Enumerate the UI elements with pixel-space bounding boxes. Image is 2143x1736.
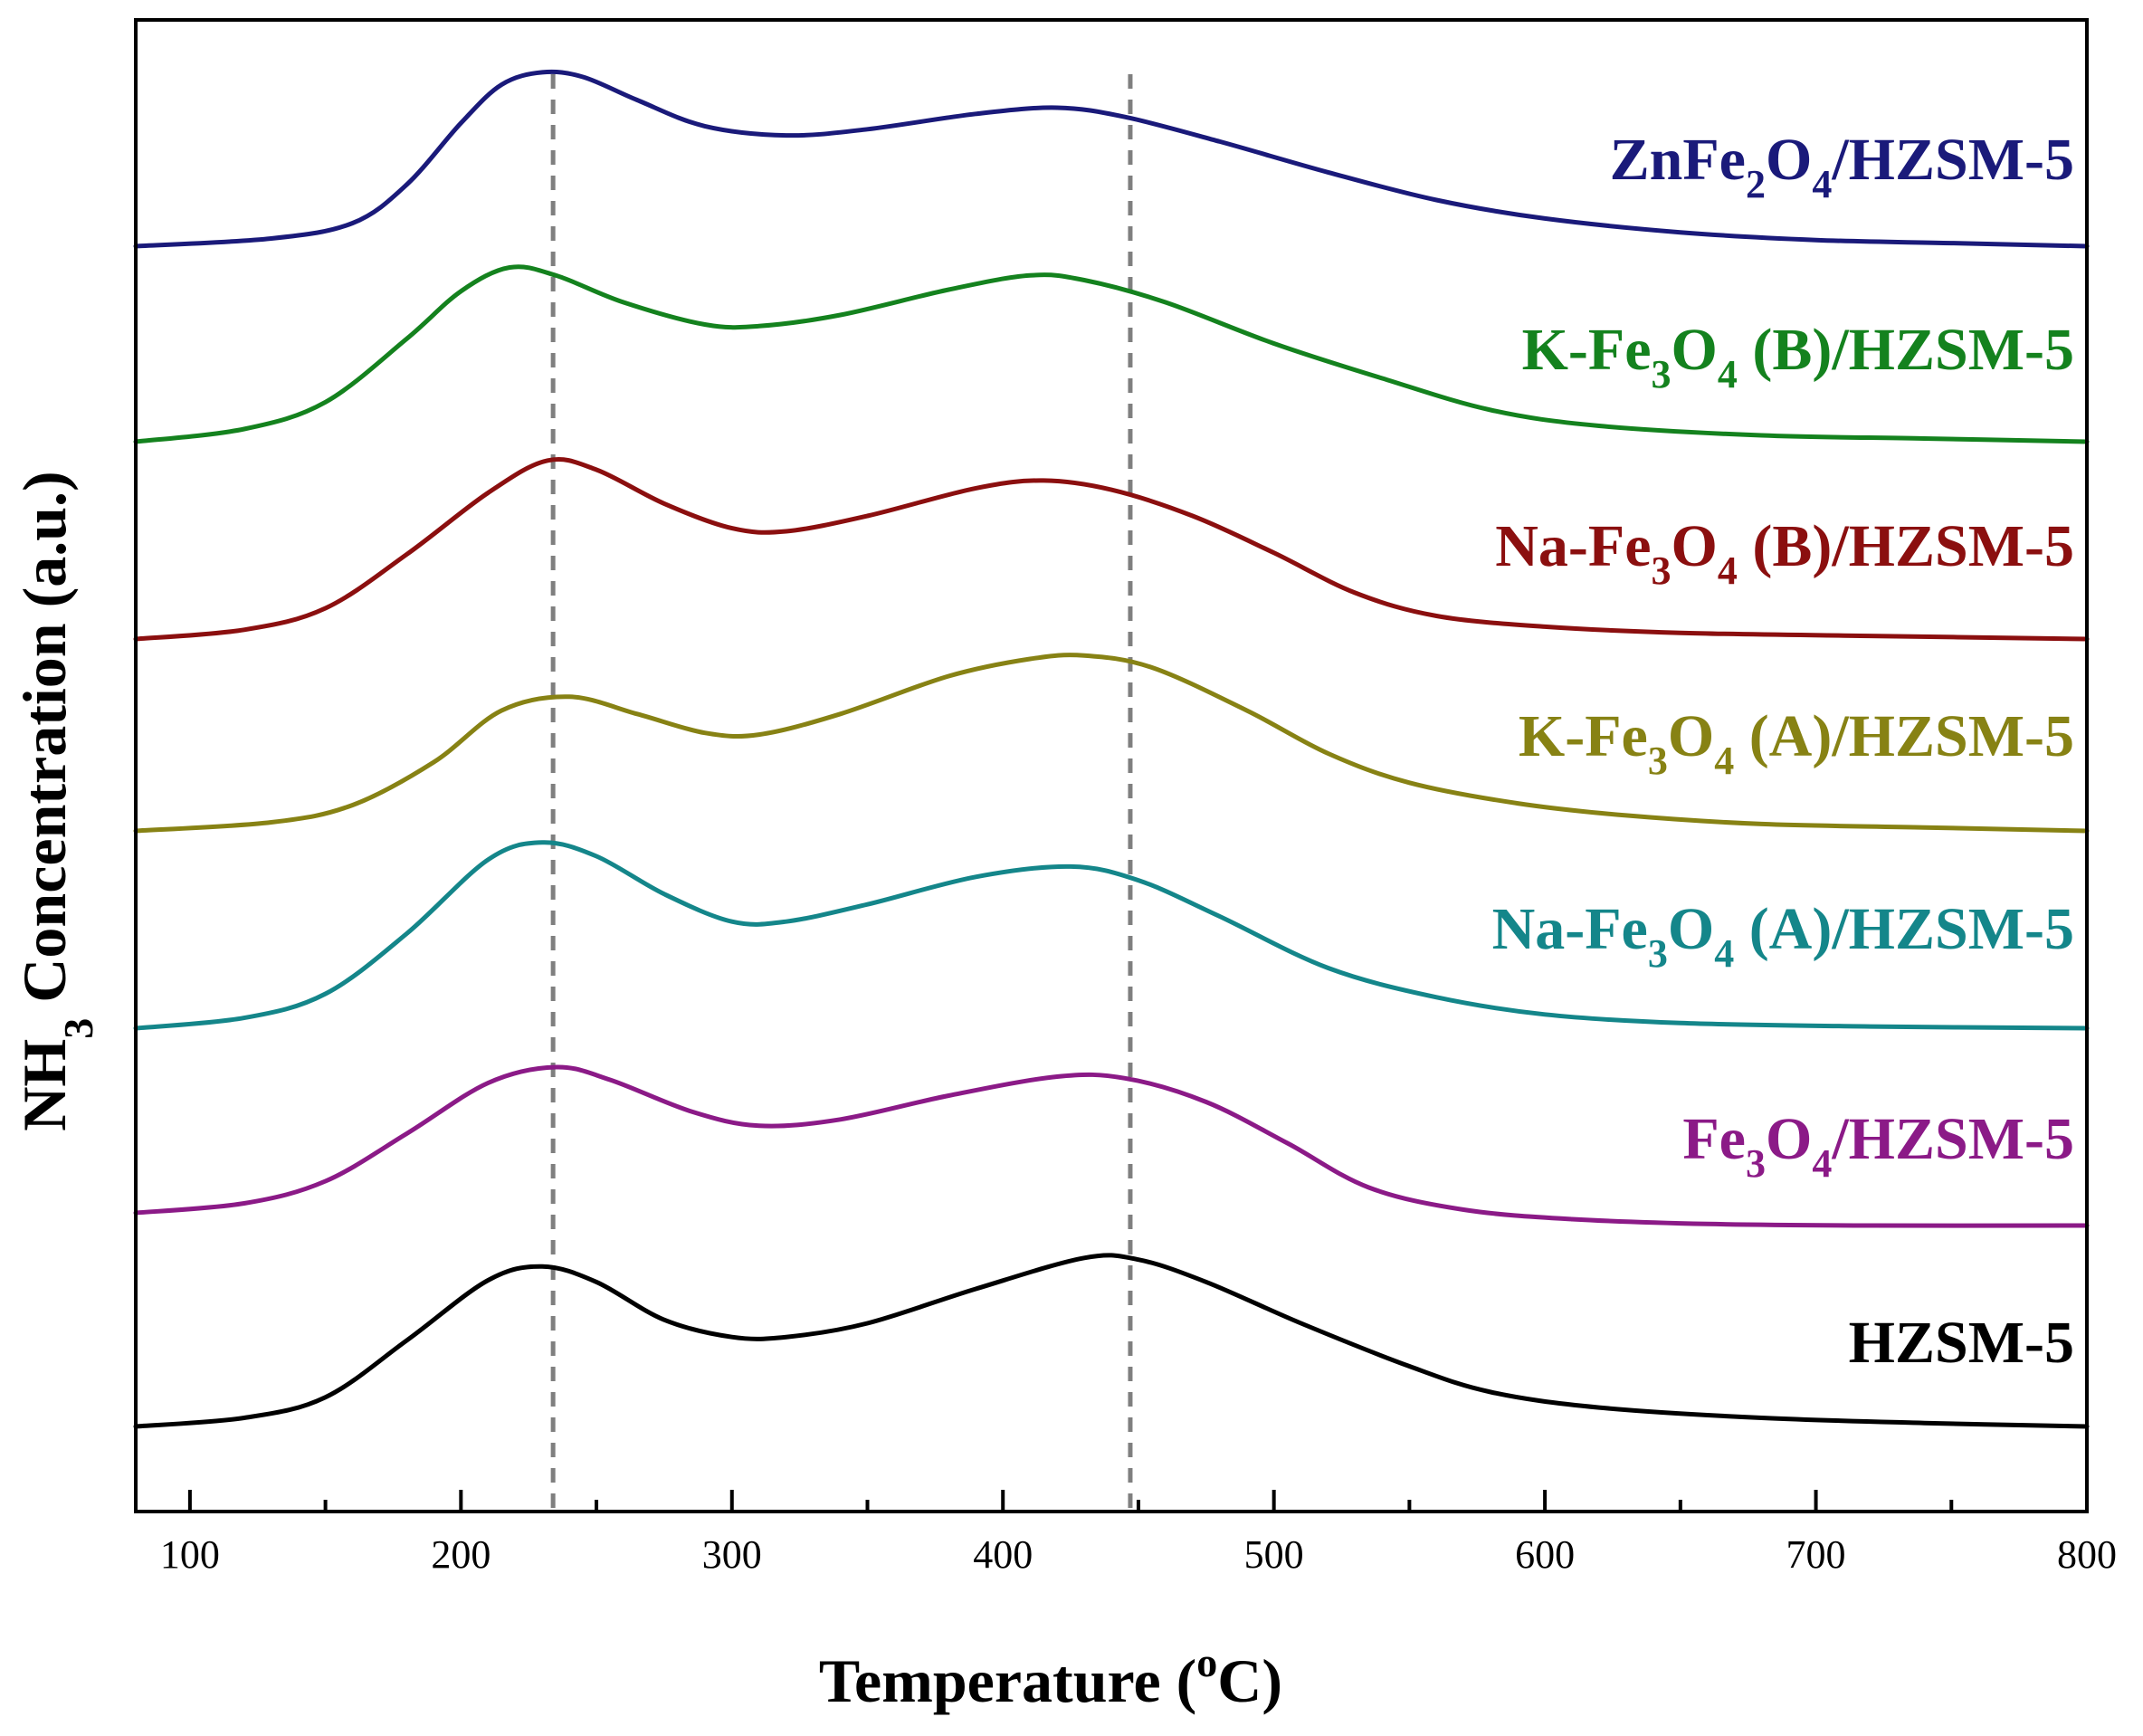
- series-label-7: HZSM-5: [1849, 1310, 2074, 1376]
- x-tick-label-1: 100: [160, 1532, 220, 1577]
- series-line-3: [133, 457, 2090, 642]
- series-line-4: [133, 653, 2090, 834]
- series-label-6: Fe3O4/HZSM-5: [1682, 1106, 2074, 1186]
- x-tick-label-2: 200: [431, 1532, 491, 1577]
- x-tick-label-5: 500: [1244, 1532, 1304, 1577]
- series-label-4: K-Fe3O4 (A)/HZSM-5: [1519, 703, 2074, 783]
- series-line-6: [133, 1064, 2090, 1228]
- axes: 100 200 300 400 500 600 700 800: [134, 18, 2117, 1577]
- plot-area: [133, 69, 2090, 1512]
- plot-frame: [134, 18, 2089, 1513]
- series-label-3: Na-Fe3O4 (B)/HZSM-5: [1495, 513, 2074, 593]
- x-tick-label-3: 300: [702, 1532, 762, 1577]
- series-line-5: [133, 840, 2090, 1031]
- series-label-1: ZnFe2O4/HZSM-5: [1610, 127, 2074, 206]
- y-axis-title: NH3 Concentration (a.u.): [10, 471, 101, 1130]
- series-line-2: [133, 264, 2090, 444]
- series-line-7: [133, 1253, 2090, 1429]
- series-labels: ZnFe2O4/HZSM-5 K-Fe3O4 (B)/HZSM-5 Na-Fe3O4…: [1492, 127, 2074, 1376]
- series-line-1: [133, 69, 2090, 249]
- x-tick-label-7: 700: [1786, 1532, 1846, 1577]
- x-tick-label-6: 600: [1515, 1532, 1575, 1577]
- x-tick-label-8: 800: [2057, 1532, 2117, 1577]
- x-tick-label-4: 400: [973, 1532, 1033, 1577]
- series-label-2: K-Fe3O4 (B)/HZSM-5: [1522, 317, 2074, 396]
- x-axis-title: Temperature (oC): [819, 1639, 1282, 1715]
- series-label-5: Na-Fe3O4 (A)/HZSM-5: [1492, 896, 2074, 976]
